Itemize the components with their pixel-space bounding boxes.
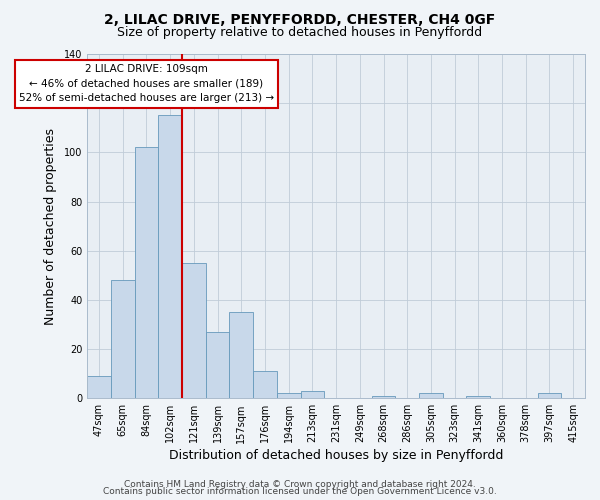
Bar	[182, 263, 206, 398]
Bar	[277, 394, 301, 398]
Bar	[538, 394, 561, 398]
Bar	[419, 394, 443, 398]
Bar	[158, 116, 182, 399]
Bar	[111, 280, 134, 398]
Text: Size of property relative to detached houses in Penyffordd: Size of property relative to detached ho…	[118, 26, 482, 39]
Bar	[206, 332, 229, 398]
Text: Contains public sector information licensed under the Open Government Licence v3: Contains public sector information licen…	[103, 488, 497, 496]
Bar	[301, 391, 324, 398]
X-axis label: Distribution of detached houses by size in Penyffordd: Distribution of detached houses by size …	[169, 450, 503, 462]
Bar	[253, 372, 277, 398]
Bar	[466, 396, 490, 398]
Y-axis label: Number of detached properties: Number of detached properties	[44, 128, 57, 324]
Text: 2 LILAC DRIVE: 109sqm
← 46% of detached houses are smaller (189)
52% of semi-det: 2 LILAC DRIVE: 109sqm ← 46% of detached …	[19, 64, 274, 104]
Bar	[371, 396, 395, 398]
Bar	[87, 376, 111, 398]
Bar	[229, 312, 253, 398]
Bar	[134, 148, 158, 398]
Text: Contains HM Land Registry data © Crown copyright and database right 2024.: Contains HM Land Registry data © Crown c…	[124, 480, 476, 489]
Text: 2, LILAC DRIVE, PENYFFORDD, CHESTER, CH4 0GF: 2, LILAC DRIVE, PENYFFORDD, CHESTER, CH4…	[104, 12, 496, 26]
